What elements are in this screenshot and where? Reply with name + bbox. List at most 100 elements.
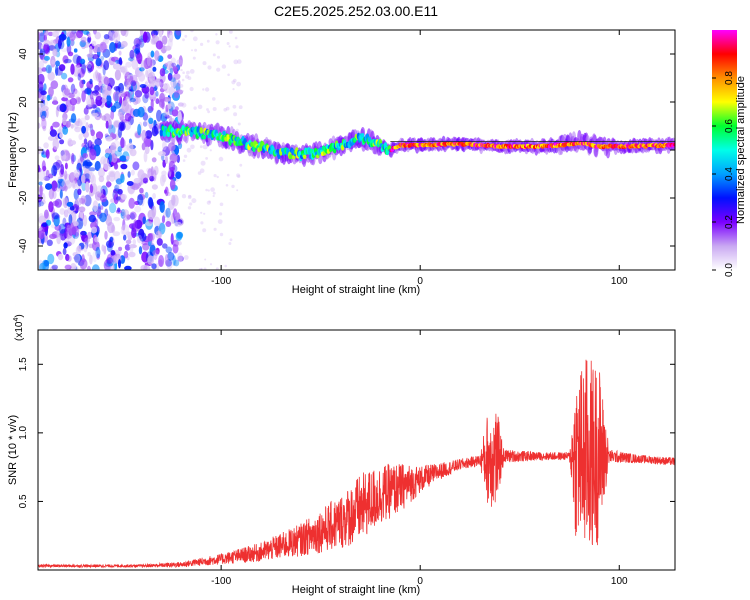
noise-blob bbox=[177, 252, 183, 263]
noise-blob bbox=[62, 89, 70, 99]
noise-blob bbox=[62, 55, 69, 64]
noise-blob bbox=[69, 205, 75, 211]
noise-blob bbox=[45, 169, 50, 178]
noise-blob bbox=[88, 171, 95, 184]
faint-point bbox=[186, 70, 190, 75]
noise-blob bbox=[62, 247, 67, 256]
faint-point bbox=[237, 59, 242, 64]
noise-blob bbox=[59, 133, 63, 139]
colorbar-tick-label: 0.2 bbox=[724, 215, 735, 229]
noise-blob bbox=[137, 123, 142, 136]
noise-blob bbox=[165, 155, 168, 165]
noise-blob bbox=[69, 97, 78, 106]
noise-blob bbox=[151, 157, 157, 163]
snr-background bbox=[38, 330, 675, 570]
noise-blob bbox=[94, 191, 102, 201]
faint-point bbox=[184, 34, 188, 38]
noise-blob bbox=[61, 48, 68, 53]
noise-blob bbox=[130, 80, 137, 87]
noise-blob bbox=[169, 179, 176, 191]
noise-blob bbox=[38, 181, 43, 186]
noise-blob bbox=[95, 92, 102, 101]
noise-blob bbox=[153, 216, 161, 227]
y-tick-label: 0 bbox=[18, 147, 29, 153]
noise-blob bbox=[117, 146, 123, 153]
colorbar: 0.0 0.2 0.4 0.6 0.8 Normalized spectral ampl… bbox=[712, 30, 747, 277]
noise-blob bbox=[38, 67, 43, 74]
noise-blob bbox=[91, 98, 95, 108]
faint-point bbox=[185, 74, 190, 79]
faint-point bbox=[217, 219, 223, 225]
noise-blob bbox=[142, 243, 150, 251]
noise-blob bbox=[153, 79, 162, 87]
noise-blob bbox=[44, 209, 49, 219]
noise-blob bbox=[55, 106, 59, 118]
faint-point bbox=[236, 189, 239, 192]
faint-point bbox=[218, 156, 224, 162]
noise-blob bbox=[88, 214, 97, 223]
noise-blob bbox=[167, 38, 173, 49]
noise-blob bbox=[117, 111, 123, 117]
noise-blob bbox=[149, 86, 155, 96]
faint-point bbox=[209, 263, 213, 266]
faint-point bbox=[192, 36, 198, 42]
noise-blob bbox=[55, 60, 60, 67]
noise-blob bbox=[175, 171, 182, 179]
spectrogram-marks bbox=[38, 30, 675, 270]
noise-blob bbox=[156, 109, 162, 122]
noise-blob bbox=[129, 97, 136, 103]
noise-blob bbox=[95, 131, 104, 140]
noise-blob bbox=[109, 42, 116, 53]
noise-blob bbox=[119, 90, 126, 98]
noise-blob bbox=[128, 197, 135, 209]
noise-blob bbox=[63, 242, 68, 249]
noise-blob bbox=[80, 230, 87, 236]
noise-blob bbox=[130, 169, 135, 176]
noise-blob bbox=[103, 76, 110, 86]
noise-blob bbox=[91, 112, 99, 117]
noise-blob bbox=[57, 38, 62, 50]
noise-blob bbox=[39, 262, 46, 270]
noise-blob bbox=[141, 240, 149, 246]
faint-point bbox=[233, 78, 237, 83]
noise-blob bbox=[161, 215, 166, 224]
noise-blob bbox=[173, 258, 177, 267]
noise-blob bbox=[90, 226, 98, 234]
noise-blob bbox=[94, 160, 101, 172]
noise-blob bbox=[165, 207, 171, 218]
noise-blob bbox=[105, 120, 109, 129]
noise-blob bbox=[43, 55, 50, 61]
noise-blob bbox=[112, 31, 121, 44]
noise-blob bbox=[171, 109, 179, 117]
noise-blob bbox=[86, 53, 94, 58]
faint-point bbox=[200, 160, 206, 166]
noise-blob bbox=[153, 30, 159, 36]
noise-blob bbox=[41, 94, 47, 101]
snr-xlabel: Height of straight line (km) bbox=[292, 584, 420, 596]
x-tick-label: -100 bbox=[211, 276, 231, 287]
noise-blob bbox=[83, 30, 90, 35]
faint-point bbox=[233, 112, 238, 117]
noise-blob bbox=[47, 253, 55, 265]
snr-series-line bbox=[38, 359, 675, 569]
noise-blob bbox=[67, 77, 74, 83]
noise-blob bbox=[148, 233, 153, 242]
noise-blob bbox=[128, 251, 136, 258]
noise-blob bbox=[125, 155, 130, 160]
faint-point bbox=[221, 64, 227, 69]
snr-multiplier-exp: 4 bbox=[13, 318, 20, 322]
noise-blob bbox=[91, 40, 97, 47]
noise-blob bbox=[57, 128, 62, 134]
noise-blob bbox=[140, 59, 145, 72]
faint-point bbox=[225, 106, 230, 111]
noise-blob bbox=[142, 121, 148, 127]
faint-point bbox=[202, 228, 207, 233]
faint-point bbox=[200, 221, 204, 225]
noise-blob bbox=[75, 197, 82, 206]
noise-blob bbox=[96, 72, 101, 83]
noise-blob bbox=[168, 160, 176, 173]
noise-blob bbox=[174, 106, 179, 111]
faint-point bbox=[180, 217, 183, 220]
noise-blob bbox=[170, 57, 176, 64]
noise-blob bbox=[154, 37, 159, 42]
